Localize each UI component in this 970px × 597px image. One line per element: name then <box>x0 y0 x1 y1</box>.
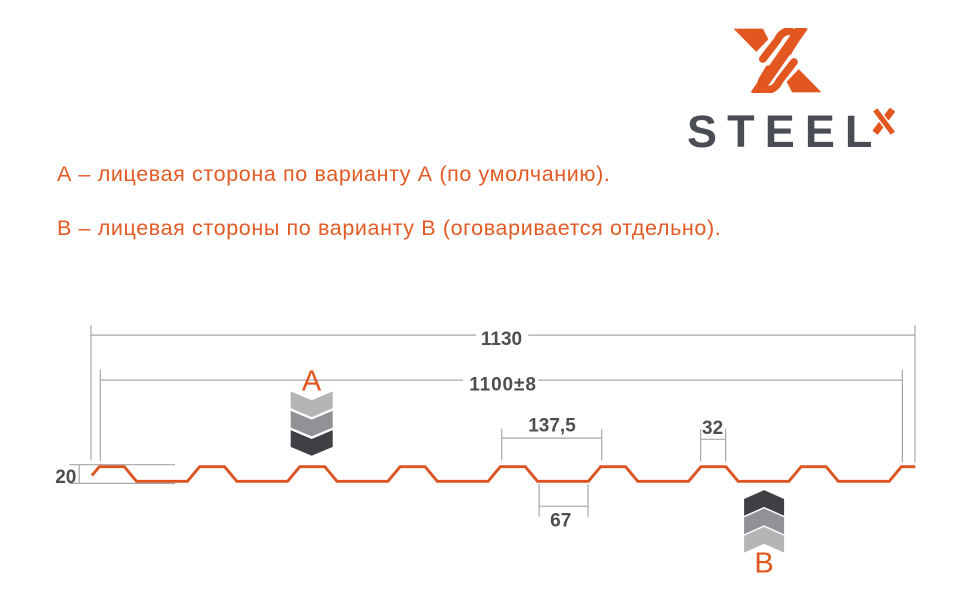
svg-text:32: 32 <box>702 418 723 439</box>
svg-text:В: В <box>754 548 773 580</box>
svg-text:1130: 1130 <box>481 329 522 350</box>
svg-text:67: 67 <box>550 510 571 531</box>
svg-text:А: А <box>302 366 322 398</box>
svg-text:137,5: 137,5 <box>528 416 576 437</box>
svg-text:20: 20 <box>55 467 76 488</box>
svg-text:1100±8: 1100±8 <box>469 374 537 395</box>
